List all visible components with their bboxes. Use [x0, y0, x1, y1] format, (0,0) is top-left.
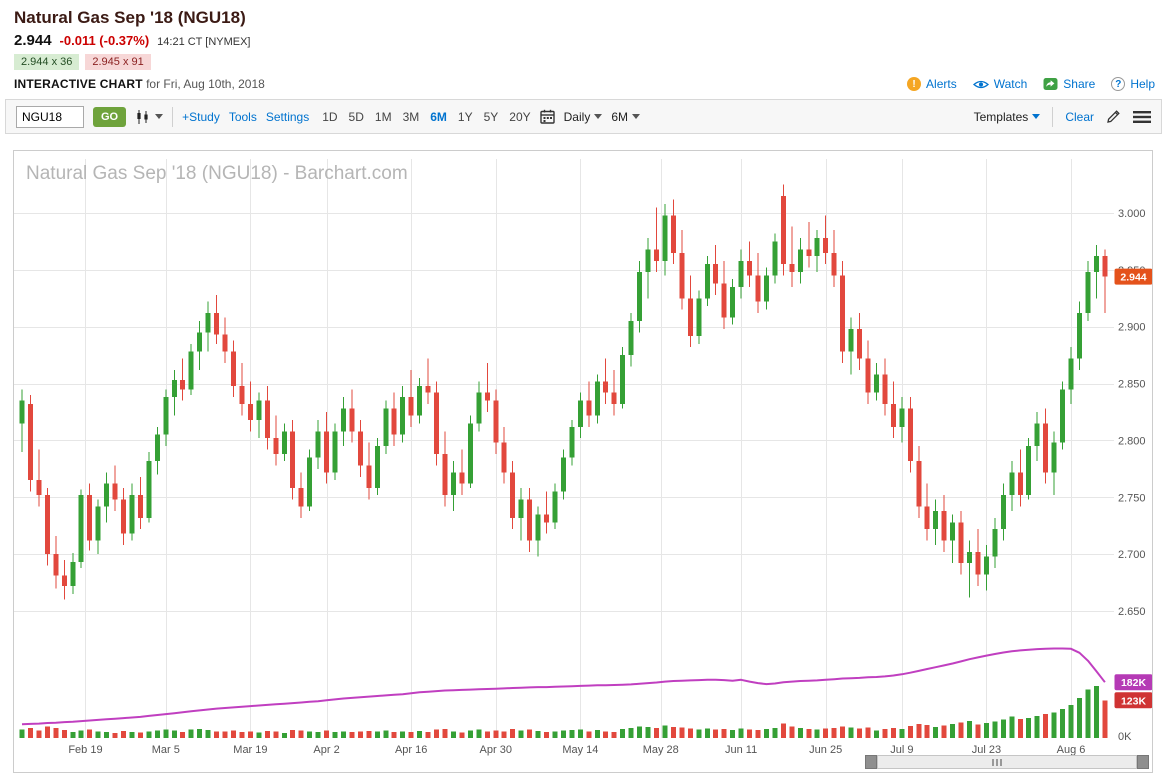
svg-text:Apr 30: Apr 30 [480, 744, 512, 756]
svg-text:2.800: 2.800 [1118, 435, 1146, 447]
range-buttons: 1D 5D 1M 3M 6M 1Y 5Y 20Y [322, 110, 530, 124]
svg-text:123K: 123K [1121, 695, 1147, 707]
page-title: Natural Gas Sep '18 (NGU18) [14, 8, 246, 27]
last-price: 2.944 [14, 32, 52, 49]
volume-badge: 123K [1114, 692, 1153, 709]
candlestick-series [19, 184, 1108, 600]
chart-type-dropdown[interactable] [135, 109, 164, 125]
clear-link[interactable]: Clear [1065, 109, 1094, 124]
horizontal-scrollbar[interactable] [865, 755, 1149, 769]
go-button[interactable]: GO [93, 106, 127, 127]
chevron-down-icon [1032, 114, 1041, 119]
help-icon: ? [1111, 77, 1126, 91]
share-link[interactable]: Share [1043, 77, 1095, 91]
range-5y[interactable]: 5Y [483, 109, 499, 124]
svg-text:2.944: 2.944 [1120, 272, 1146, 284]
svg-text:Feb 19: Feb 19 [68, 744, 102, 756]
interactive-chart-label: INTERACTIVE CHART for Fri, Aug 10th, 201… [14, 77, 265, 91]
volume-series [19, 685, 1108, 738]
svg-text:Aug 6: Aug 6 [1057, 744, 1086, 756]
pencil-icon [1107, 110, 1120, 123]
price-chart[interactable]: Natural Gas Sep '18 (NGU18) - Barchart.c… [14, 151, 1153, 757]
svg-text:Mar 19: Mar 19 [233, 744, 267, 756]
svg-text:Jul 9: Jul 9 [890, 744, 913, 756]
svg-text:Apr 16: Apr 16 [395, 744, 427, 756]
x-axis-labels: Feb 19 Mar 5 Mar 19 Apr 2 Apr 16 Apr 30 May 14… [68, 744, 1085, 756]
ask-badge: 2.945 x 91 [85, 54, 151, 70]
scrollbar-right-handle[interactable] [1137, 755, 1149, 769]
svg-text:2.700: 2.700 [1118, 549, 1146, 561]
price-row: 2.944 -0.011 (-0.37%) 14:21 CT [NYMEX] [14, 32, 1155, 49]
range-dropdown[interactable]: 6M [611, 110, 640, 124]
watch-link[interactable]: Watch [972, 77, 1027, 91]
eye-icon [972, 80, 989, 88]
frequency-dropdown[interactable]: Daily [564, 110, 603, 124]
svg-text:2.750: 2.750 [1118, 492, 1146, 504]
calendar-icon [539, 109, 555, 124]
price-change: -0.011 (-0.37%) [59, 33, 150, 48]
settings-link[interactable]: Settings [265, 109, 310, 124]
scrollbar-track[interactable] [877, 755, 1137, 769]
svg-text:Mar 5: Mar 5 [152, 744, 180, 756]
annotate-button[interactable] [1106, 109, 1121, 124]
templates-dropdown[interactable]: Templates [974, 110, 1041, 124]
range-5d[interactable]: 5D [348, 109, 364, 124]
add-study-link[interactable]: +Study [182, 109, 220, 124]
chart-area[interactable]: Natural Gas Sep '18 (NGU18) - Barchart.c… [13, 150, 1153, 773]
range-1d[interactable]: 1D [322, 109, 338, 124]
range-1m[interactable]: 1M [374, 109, 392, 124]
menu-button[interactable] [1133, 110, 1151, 124]
quote-header: Natural Gas Sep '18 (NGU18) 2.944 -0.011… [0, 0, 1167, 91]
svg-text:182K: 182K [1121, 677, 1147, 689]
chevron-down-icon [594, 114, 603, 119]
range-3m[interactable]: 3M [402, 109, 420, 124]
open-interest-badge: 182K [1114, 674, 1153, 691]
range-20y[interactable]: 20Y [509, 109, 531, 124]
volume-zero-label: 0K [1118, 731, 1132, 743]
quote-time: 14:21 CT [NYMEX] [157, 36, 251, 48]
chevron-down-icon [155, 114, 164, 119]
bid-ask-row: 2.944 x 36 2.945 x 91 [14, 54, 1155, 70]
scrollbar-left-handle[interactable] [865, 755, 877, 769]
svg-text:Jul 23: Jul 23 [972, 744, 1001, 756]
alert-icon: ! [907, 77, 922, 91]
open-interest-line [21, 647, 1106, 726]
svg-text:Jun 25: Jun 25 [809, 744, 842, 756]
candlestick-type-icon [137, 109, 148, 124]
chart-watermark: Natural Gas Sep '18 (NGU18) - Barchart.c… [26, 163, 408, 184]
hamburger-icon [1133, 110, 1151, 123]
symbol-input[interactable] [16, 105, 84, 128]
svg-text:May 28: May 28 [643, 744, 679, 756]
alerts-link[interactable]: ! Alerts [907, 77, 957, 91]
svg-text:May 14: May 14 [562, 744, 598, 756]
quick-links: ! Alerts Watch Share ? Help [907, 77, 1155, 91]
toolbar-divider [1052, 106, 1054, 127]
chevron-down-icon [631, 114, 640, 119]
svg-text:Jun 11: Jun 11 [725, 744, 757, 756]
grid [14, 159, 1114, 738]
svg-text:3.000: 3.000 [1118, 208, 1146, 220]
calendar-button[interactable] [539, 109, 555, 124]
tools-link[interactable]: Tools [228, 109, 257, 124]
help-link[interactable]: ? Help [1111, 77, 1155, 91]
svg-text:2.850: 2.850 [1118, 379, 1146, 391]
range-6m[interactable]: 6M [430, 109, 447, 124]
svg-text:2.650: 2.650 [1118, 606, 1146, 618]
range-1y[interactable]: 1Y [457, 109, 473, 124]
svg-text:Apr 2: Apr 2 [313, 744, 339, 756]
toolbar-divider [172, 106, 174, 127]
bid-badge: 2.944 x 36 [14, 54, 80, 70]
chart-toolbar: GO +Study Tools Settings 1D 5D 1M 3M 6M … [5, 99, 1162, 134]
svg-text:2.900: 2.900 [1118, 322, 1146, 334]
scrollbar-grip[interactable] [991, 759, 1003, 766]
last-price-badge: 2.944 [1114, 268, 1153, 285]
share-icon [1043, 78, 1058, 90]
